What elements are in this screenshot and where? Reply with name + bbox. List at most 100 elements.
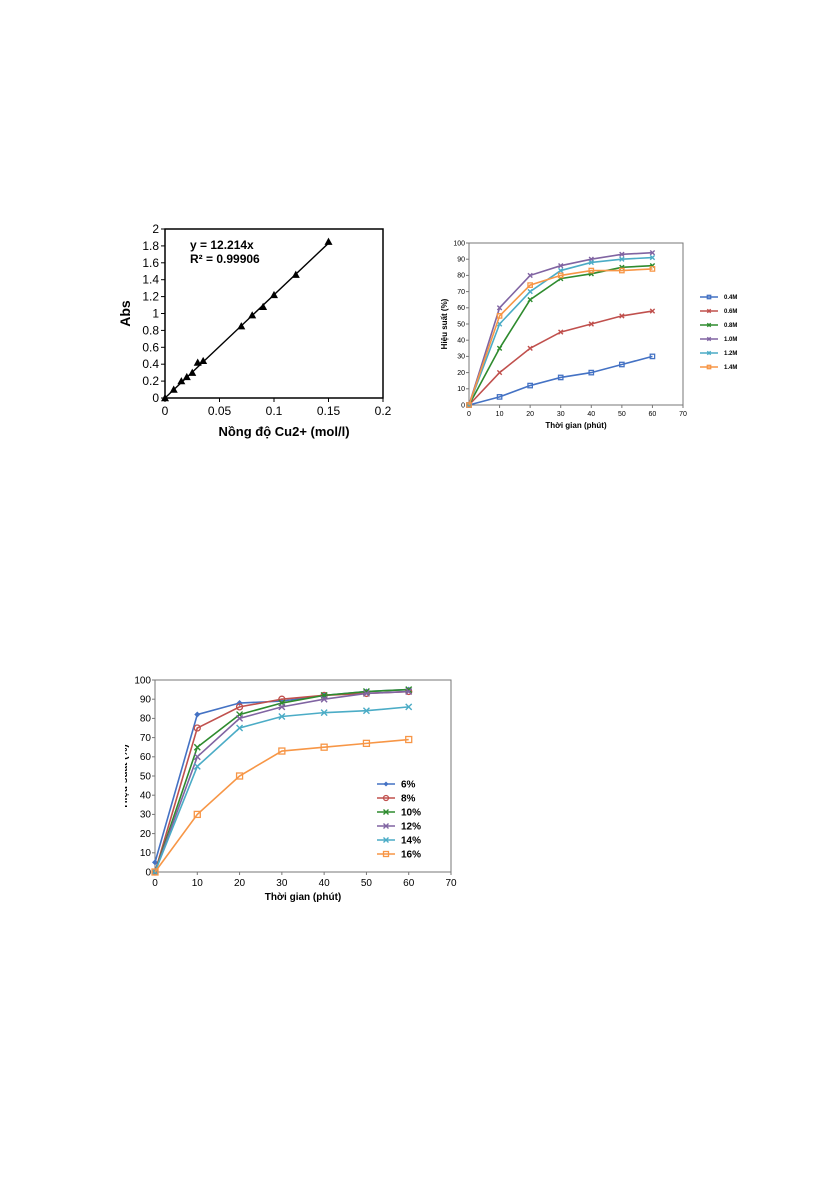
series-point <box>362 707 370 715</box>
y-tick-label: 1 <box>152 307 159 321</box>
legend-label: 0.6M <box>724 309 737 315</box>
series-point <box>557 374 564 381</box>
series-line <box>468 268 653 406</box>
legend-swatch-marker <box>706 336 712 342</box>
series-point <box>193 753 201 761</box>
series-point <box>588 259 594 266</box>
x-tick-label: 40 <box>587 411 595 418</box>
legend-label: 0.8M <box>724 323 737 329</box>
legend-swatch-marker <box>383 823 389 829</box>
series-point <box>619 313 625 319</box>
absorbance-chart-svg: 0 0.2 0.4 0.6 0.8 1 1.2 1.4 1.6 1.8 2 0 0.05 0.1 0.15 0… <box>117 222 392 439</box>
series-point <box>619 256 625 262</box>
y-tick-label: 30 <box>140 810 152 821</box>
data-point <box>324 237 333 245</box>
series-point <box>320 709 328 717</box>
series-point <box>496 305 503 311</box>
data-point <box>270 290 278 299</box>
series-point <box>236 714 244 722</box>
y-tick-label: 70 <box>140 733 152 744</box>
y-tick-label: 1.8 <box>142 239 159 253</box>
data-point <box>161 394 169 402</box>
legend-swatch-marker <box>706 350 712 356</box>
data-point <box>182 372 191 381</box>
y-tick-label: 2 <box>152 222 159 236</box>
data-point <box>237 322 246 330</box>
series-point <box>193 810 201 819</box>
x-tick-label: 20 <box>234 878 246 889</box>
x-tick-label: 60 <box>649 411 657 418</box>
series-point <box>619 251 625 258</box>
data-point <box>248 311 257 319</box>
y-tick-label: 1.2 <box>142 290 159 304</box>
series-point <box>278 747 286 755</box>
x-tick-label: 0 <box>162 404 169 418</box>
percent-yield-chart: 0 10 20 30 40 50 60 70 80 90 100 0 10 20 30 40 50 60 70 Thờ… <box>125 670 470 905</box>
series-point <box>649 250 656 256</box>
series-5 <box>466 266 656 408</box>
legend-swatch-marker <box>382 794 390 802</box>
y-tick-label: 80 <box>140 714 152 725</box>
legend-label: 12% <box>401 821 421 832</box>
series-point <box>496 345 503 351</box>
series-point <box>362 689 370 697</box>
y-tick-label: 20 <box>140 829 152 840</box>
y-axis-label: Abs <box>117 300 133 327</box>
series-point <box>588 369 595 376</box>
series-point <box>194 711 201 718</box>
series-point <box>320 743 328 751</box>
series-point <box>362 739 371 748</box>
x-axis-label: Thời gian (phút) <box>545 421 607 430</box>
series-point <box>236 724 244 732</box>
legend-swatch-marker <box>706 294 712 300</box>
series-point <box>619 267 625 274</box>
y-tick-label: 0.6 <box>142 340 159 354</box>
series-point <box>235 772 244 780</box>
series-point <box>405 703 413 711</box>
series-point <box>496 394 503 400</box>
series-line <box>468 355 653 406</box>
x-tick-label: 0 <box>152 878 158 889</box>
legend-swatch-marker <box>706 308 712 314</box>
series-point <box>527 297 533 303</box>
series-point <box>527 345 533 351</box>
series-line <box>154 738 409 873</box>
x-tick-label: 50 <box>361 878 373 889</box>
legend-label: 8% <box>401 793 416 804</box>
x-tick-label: 0.15 <box>317 404 341 418</box>
y-tick-label: 0.8 <box>142 323 159 337</box>
data-points <box>161 237 333 402</box>
y-axis-label: Hiệu suất (%) <box>440 298 449 349</box>
x-tick-label: 10 <box>496 411 504 418</box>
x-tick-label: 20 <box>526 411 534 418</box>
series-point <box>649 266 656 272</box>
legend-label: 1.0M <box>724 337 737 343</box>
x-axis-label: Thời gian (phút) <box>265 892 342 903</box>
series-point <box>527 272 533 279</box>
absorbance-calibration-chart: 0 0.2 0.4 0.6 0.8 1 1.2 1.4 1.6 1.8 2 0 0.05 0.1 0.15 0… <box>110 215 410 450</box>
series-point <box>496 369 503 376</box>
x-tick-label: 10 <box>192 878 204 889</box>
legend-swatch-marker <box>383 837 389 843</box>
y-tick-label: 0 <box>152 391 159 405</box>
y-tick-label: 90 <box>457 257 465 264</box>
data-point <box>259 302 268 310</box>
y-tick-label: 0 <box>145 867 151 878</box>
x-tick-label: 0.2 <box>375 404 392 418</box>
legend-swatch-marker <box>383 809 389 815</box>
y-tick-label: 50 <box>140 771 152 782</box>
series-0 <box>466 353 656 408</box>
legend-swatch-marker <box>383 781 389 787</box>
series-4 <box>466 254 656 408</box>
y-tick-label: 20 <box>457 370 465 377</box>
x-tick-label: 30 <box>557 411 565 418</box>
x-tick-label: 70 <box>445 878 457 889</box>
series-point <box>278 712 286 720</box>
series-point <box>405 688 413 696</box>
series-point <box>649 254 656 261</box>
y-tick-label: 40 <box>457 338 465 345</box>
concentration-chart-svg: 0 10 20 30 40 50 60 70 80 90 100 0 10 20 30 40 50 60 70 Thờ… <box>440 240 737 430</box>
y-tick-label: 60 <box>140 752 152 763</box>
legend-swatch-marker <box>706 322 712 328</box>
data-point <box>177 377 186 385</box>
